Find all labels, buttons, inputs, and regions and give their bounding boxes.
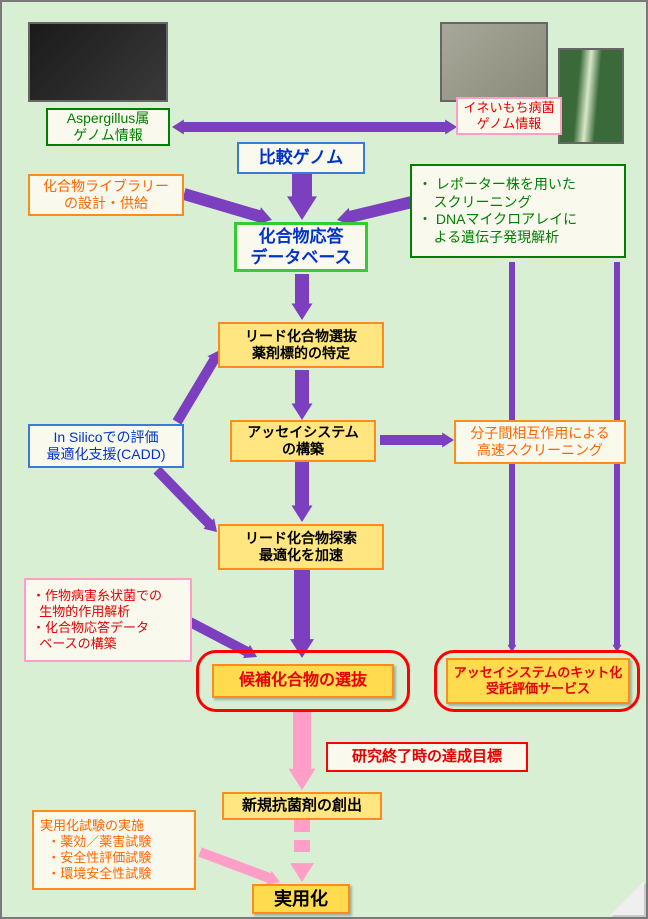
compound-library-box: 化合物ライブラリー の設計・供給 bbox=[28, 174, 184, 216]
compare-genome-box: 比較ゲノム bbox=[237, 142, 365, 174]
compound-database-box: 化合物応答 データベース bbox=[234, 222, 368, 272]
rice-blast-genome-box: イネいもち病菌 ゲノム情報 bbox=[456, 97, 562, 135]
lead-selection-box: リード化合物選抜 薬剤標的の特定 bbox=[218, 322, 384, 368]
aspergillus-genome-box: Aspergillus属 ゲノム情報 bbox=[46, 108, 170, 146]
practical-test-box: 実用化試験の実施 ・薬効／薬害試験 ・安全性評価試験 ・環境安全性試験 bbox=[32, 810, 196, 890]
hts-box: 分子間相互作用による 高速スクリーニング bbox=[454, 420, 626, 464]
rice-blast-image bbox=[440, 22, 548, 102]
bio-analysis-box: ・作物病害糸状菌での 生物的作用解析 ・化合物応答データ ベースの構築 bbox=[24, 578, 192, 662]
practical-use-box: 実用化 bbox=[252, 884, 350, 914]
page-fold bbox=[610, 881, 644, 915]
cadd-box: In Silicoでの評価 最適化支援(CADD) bbox=[28, 424, 184, 468]
candidate-selection-box: 候補化合物の選抜 bbox=[212, 664, 394, 698]
lead-optimization-box: リード化合物探索 最適化を加速 bbox=[218, 524, 384, 570]
assay-kit-box: アッセイシステムのキット化 受託評価サービス bbox=[446, 658, 630, 704]
research-goal-box: 研究終了時の達成目標 bbox=[326, 742, 528, 772]
diagram-canvas: Aspergillus属 ゲノム情報 イネいもち病菌 ゲノム情報 比較ゲノム 化… bbox=[0, 0, 648, 919]
leaf-macro-image bbox=[558, 48, 624, 144]
assay-system-box: アッセイシステム の構築 bbox=[230, 420, 376, 462]
aspergillus-image bbox=[28, 22, 168, 102]
novel-antibacterial-box: 新規抗菌剤の創出 bbox=[222, 792, 382, 820]
screening-methods-box: ・ レポーター株を用いた スクリーニング ・ DNAマイクロアレイに よる遺伝子… bbox=[410, 164, 626, 258]
